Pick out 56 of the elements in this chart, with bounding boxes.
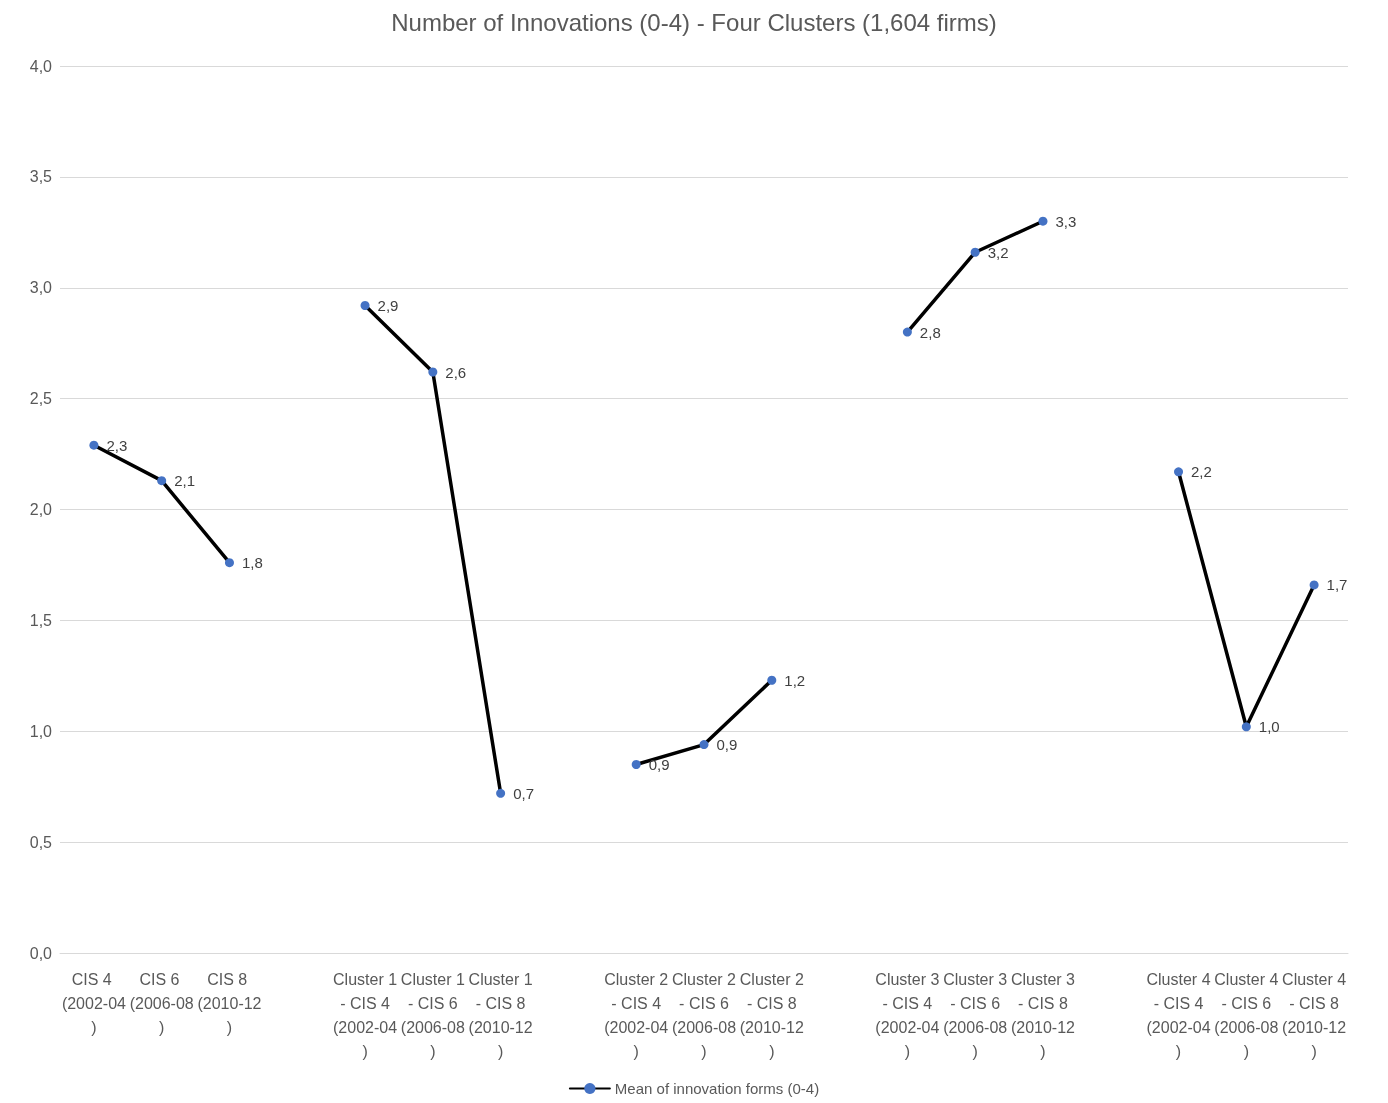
data-label: 1,0	[1258, 718, 1280, 736]
point	[360, 300, 370, 310]
data-label: 0,9	[648, 756, 670, 774]
x-tick-label: Cluster 4 - CIS 8 (2010-12)	[1282, 970, 1347, 1060]
point	[631, 760, 641, 770]
x-tick-label: Cluster 4 - CIS 4 (2002-04)	[1146, 970, 1211, 1060]
point	[1174, 467, 1184, 477]
data-label: 2,1	[174, 472, 196, 490]
x-tick-label: Cluster 4 - CIS 6 (2006-08)	[1214, 970, 1279, 1060]
y-tick-label: 2,5	[29, 390, 53, 408]
point	[428, 367, 438, 377]
chart-title: Number of Innovations (0-4) - Four Clusters (1,604 firms)	[391, 8, 997, 36]
x-tick-label: CIS 4 (2002-04)	[61, 970, 127, 1036]
data-label: 2,3	[106, 436, 128, 454]
point	[224, 558, 234, 568]
point	[496, 788, 506, 798]
point	[970, 247, 980, 257]
y-tick-label: 3,0	[29, 279, 53, 297]
data-label: 0,9	[716, 736, 738, 754]
x-tick-label: Cluster 1 - CIS 8 (2010-12)	[468, 970, 533, 1060]
x-tick-label: CIS 8 (2010-12)	[197, 970, 262, 1036]
data-label: 3,3	[1055, 212, 1077, 230]
data-label: 2,9	[377, 296, 399, 314]
x-tick-label: Cluster 3 - CIS 8 (2010-12)	[1010, 970, 1076, 1060]
y-tick-label: 2,0	[29, 501, 53, 518]
y-tick-label: 3,5	[29, 168, 53, 186]
x-tick-label: Cluster 3 - CIS 6 (2006-08)	[943, 970, 1008, 1060]
point	[902, 327, 912, 337]
x-tick-label: Cluster 1 - CIS 6 (2006-08)	[400, 970, 465, 1060]
legend-label: Mean of innovation forms (0-4)	[614, 1080, 820, 1097]
point	[767, 675, 777, 685]
x-tick-label: Cluster 2 - CIS 4 (2002-04)	[604, 970, 669, 1060]
x-tick-label: CIS 6 (2006-08)	[129, 970, 194, 1036]
point	[1309, 580, 1319, 590]
data-label: 2,2	[1191, 463, 1212, 481]
x-tick-label: Cluster 1 - CIS 4 (2002-04)	[333, 970, 398, 1060]
point	[89, 440, 99, 450]
x-tick-label: Cluster 2 - CIS 8 (2010-12)	[739, 970, 804, 1060]
y-tick-label: 4,0	[29, 57, 53, 75]
point	[1038, 216, 1048, 226]
y-tick-label: 0,0	[29, 944, 53, 962]
data-label: 1,8	[241, 554, 263, 572]
data-label: 3,2	[987, 243, 1009, 261]
data-label: 2,6	[445, 363, 467, 381]
data-label: 2,8	[919, 323, 941, 341]
x-tick-label: Cluster 3 - CIS 4 (2002-04)	[875, 970, 940, 1060]
data-label: 1,2	[784, 671, 806, 689]
y-tick-label: 1,5	[29, 611, 53, 629]
point	[1241, 722, 1251, 732]
y-tick-label: 1,0	[29, 722, 53, 740]
point	[157, 476, 167, 486]
y-tick-label: 0,5	[29, 833, 53, 851]
data-label: 0,7	[513, 784, 534, 802]
data-label: 1,7	[1326, 576, 1348, 594]
point	[699, 740, 709, 750]
x-tick-label: Cluster 2 - CIS 6 (2006-08)	[671, 970, 737, 1060]
